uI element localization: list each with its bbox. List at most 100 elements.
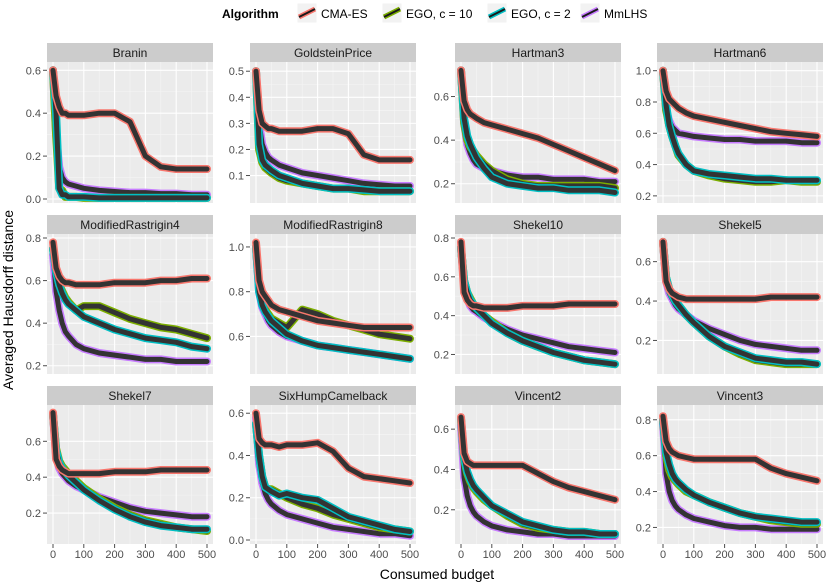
- y-tick-label: 1.0: [636, 66, 651, 78]
- series-line-ego-c-2: [50, 67, 210, 201]
- series-line-cma-es: [458, 67, 618, 174]
- chart-panels: Branin 0.0 0.2 0.4 0.6 GoldsteinPrice 0.1 0.2 0.…: [26, 43, 826, 561]
- y-tick-label: 0.0: [26, 194, 41, 206]
- y-tick-label: 0.2: [434, 179, 449, 191]
- series-group: [49, 408, 211, 535]
- y-tick-label: 0.1: [229, 171, 244, 183]
- series-line-cma-es: [660, 413, 820, 484]
- y-tick-label: 0.8: [636, 97, 651, 109]
- legend: Algorithm CMA-ES EGO, c = 10 EGO, c = 2 MmLH…: [222, 2, 647, 24]
- y-tick-label: 0.2: [434, 349, 449, 361]
- series-group: [659, 412, 821, 534]
- panel-branin: Branin 0.0 0.2 0.4 0.6: [26, 43, 213, 206]
- series-line-cma-es: [50, 67, 210, 172]
- y-tick-label: 0.4: [26, 318, 41, 330]
- panel-sixhumpcamelback: SixHumpCamelback 0 100 200 300 400 500 0.0 0.2 0.…: [229, 386, 419, 561]
- y-tick-label: 0.6: [229, 331, 244, 343]
- y-tick-label: 0.8: [26, 233, 41, 245]
- panel-title: GoldsteinPrice: [294, 46, 372, 60]
- x-tick-label: 200: [105, 549, 123, 561]
- x-tick-label: 0: [458, 549, 464, 561]
- panel-title: ModifiedRastrigin8: [283, 218, 383, 232]
- x-tick-label: 400: [777, 549, 795, 561]
- strip: [455, 386, 621, 405]
- y-tick-label: 0.3: [229, 118, 244, 130]
- x-tick-label: 400: [167, 549, 185, 561]
- strip: [47, 386, 213, 405]
- series-line-ego-c-2: [660, 68, 820, 183]
- y-tick-label: 0.6: [636, 128, 651, 140]
- x-tick-label: 300: [746, 549, 764, 561]
- panel-title: Vincent3: [717, 389, 764, 403]
- panel-goldsteinprice: GoldsteinPrice 0.1 0.2 0.3 0.4 0.5: [229, 43, 416, 203]
- x-tick-label: 300: [136, 549, 154, 561]
- series-group: [659, 66, 821, 186]
- y-tick-label: 0.6: [434, 424, 449, 436]
- series-group: [457, 66, 619, 197]
- series-group: [457, 237, 619, 369]
- series-group: [252, 409, 414, 540]
- legend-label: EGO, c = 10: [406, 7, 473, 21]
- strip: [657, 215, 823, 234]
- series-line-ego-c-2: [253, 68, 413, 194]
- y-tick-label: 0.2: [636, 191, 651, 203]
- y-tick-label: 0.6: [636, 451, 651, 463]
- legend-swatch: [298, 8, 316, 18]
- y-tick-label: 0.0: [229, 535, 244, 547]
- x-tick-label: 200: [715, 549, 733, 561]
- legend-label: MmLHS: [604, 7, 647, 21]
- panel-title: Shekel7: [108, 389, 152, 403]
- strip: [455, 215, 621, 234]
- panel-modifiedrastrigin4: ModifiedRastrigin4 0.2 0.4 0.6 0.8: [26, 215, 213, 374]
- series-line-ego-c-2: [458, 416, 618, 537]
- y-tick-label: 0.2: [26, 151, 41, 163]
- legend-title: Algorithm: [222, 7, 279, 21]
- panel-title: Shekel5: [718, 218, 762, 232]
- x-tick-label: 100: [75, 549, 93, 561]
- panel-hartman3: Hartman3 0.2 0.4 0.6: [434, 43, 621, 203]
- y-tick-label: 0.5: [229, 66, 244, 78]
- series-group: [49, 238, 211, 366]
- y-tick-label: 0.4: [636, 160, 651, 172]
- y-tick-label: 0.2: [229, 493, 244, 505]
- series-line-cma-es: [253, 240, 413, 330]
- x-tick-label: 300: [544, 549, 562, 561]
- x-tick-label: 0: [253, 549, 259, 561]
- strip: [657, 386, 823, 405]
- x-tick-label: 400: [575, 549, 593, 561]
- x-tick-label: 500: [198, 549, 216, 561]
- y-tick-label: 0.8: [636, 415, 651, 427]
- strip: [250, 215, 416, 234]
- y-tick-label: 0.2: [26, 508, 41, 520]
- panel-title: SixHumpCamelback: [279, 389, 389, 403]
- y-tick-label: 0.2: [636, 522, 651, 534]
- y-tick-label: 1.0: [229, 242, 244, 254]
- panel-title: Hartman6: [714, 46, 767, 60]
- series-group: [49, 66, 211, 202]
- panel-title: ModifiedRastrigin4: [80, 218, 180, 232]
- y-tick-label: 0.4: [636, 296, 651, 308]
- series-group: [659, 237, 821, 369]
- series-line-cma-es: [458, 239, 618, 311]
- x-tick-label: 500: [401, 549, 419, 561]
- x-tick-label: 100: [685, 549, 703, 561]
- series-line-cma-es: [458, 414, 618, 503]
- y-tick-label: 0.4: [26, 108, 41, 120]
- series-line-cma-es: [253, 68, 413, 163]
- panel-hartman6: Hartman6 0.2 0.4 0.6 0.8 1.0: [636, 43, 823, 203]
- strip: [47, 43, 213, 62]
- panel-title: Vincent2: [515, 389, 562, 403]
- strip: [47, 215, 213, 234]
- y-tick-label: 0.4: [434, 135, 449, 147]
- x-tick-label: 0: [50, 549, 56, 561]
- y-tick-label: 0.4: [434, 464, 449, 476]
- panel-title: Shekel10: [513, 218, 563, 232]
- legend-swatch: [488, 8, 506, 18]
- panel-modifiedrastrigin8: ModifiedRastrigin8 0.6 0.8 1.0: [229, 215, 416, 374]
- panel-title: Branin: [113, 46, 148, 60]
- y-tick-label: 0.6: [434, 272, 449, 284]
- y-tick-label: 0.2: [434, 505, 449, 517]
- series-line-ego-c-2: [50, 246, 210, 352]
- series-line-cma-es: [50, 239, 210, 288]
- series-line-ego-c-2: [253, 244, 413, 362]
